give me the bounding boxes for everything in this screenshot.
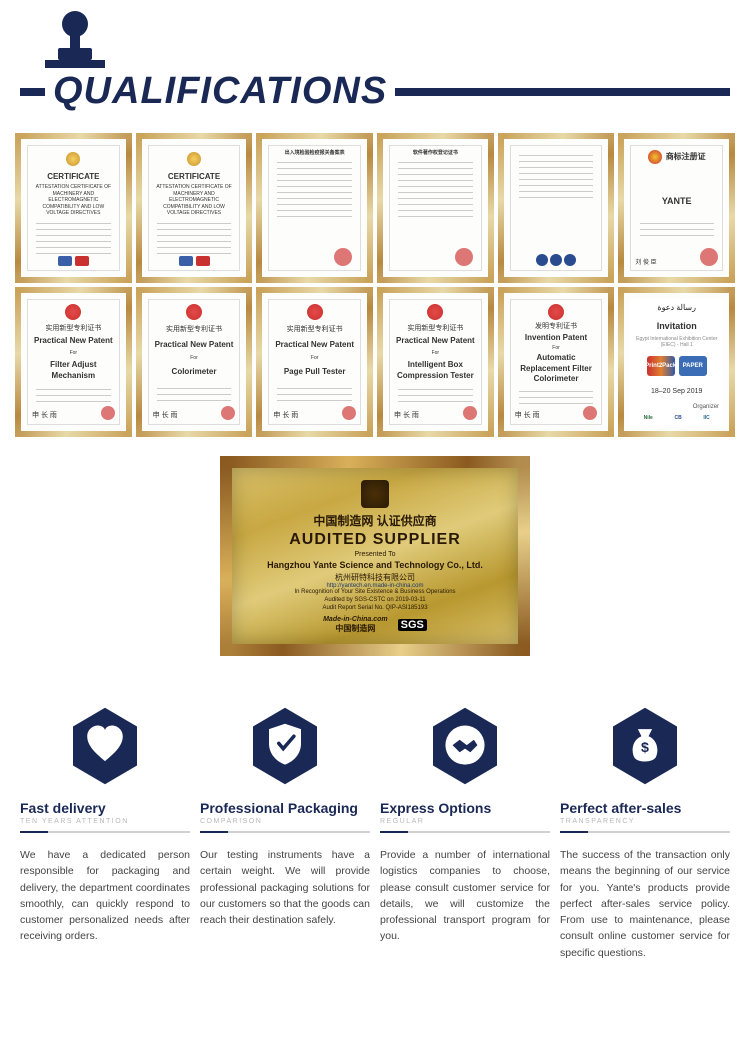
cert-row-2: 实用新型专利证书Practical New PatentForFilter Ad…	[15, 287, 735, 437]
feature-card: Express Options REGULAR Provide a number…	[380, 706, 550, 961]
plaque-cn-header: 中国制造网 认证供应商	[250, 512, 500, 529]
feature-title: Fast delivery	[20, 800, 190, 816]
moneybag-icon: $	[609, 706, 681, 786]
heart-icon	[69, 706, 141, 786]
feature-subtitle: TRANSPARENCY	[560, 818, 730, 833]
feature-card: $ Perfect after-sales TRANSPARENCY The s…	[560, 706, 730, 961]
certificate-card	[498, 133, 615, 283]
plaque-line1: In Recognition of Your Site Existence & …	[250, 589, 500, 597]
feature-subtitle: REGULAR	[380, 818, 550, 833]
feature-subtitle: TEN YEARS ATTENTION	[20, 818, 190, 833]
section-title: QUALIFICATIONS	[53, 70, 387, 113]
certificate-card: 发明专利证书Invention PatentForAutomatic Repla…	[498, 287, 615, 437]
certificate-card: 实用新型专利证书Practical New PatentForColorimet…	[136, 287, 253, 437]
section-header: QUALIFICATIONS	[0, 0, 750, 133]
feature-title: Professional Packaging	[200, 800, 370, 816]
feature-subtitle: COMPARISON	[200, 818, 370, 833]
shield-icon	[249, 706, 321, 786]
certificate-card: 软件著作权登记证书	[377, 133, 494, 283]
audited-supplier-plaque: 中国制造网 认证供应商 AUDITED SUPPLIER Presented T…	[220, 456, 530, 656]
certificate-card: رسالة دعوةInvitationEgypt International …	[618, 287, 735, 437]
plaque-emblem-icon	[361, 480, 389, 508]
title-bar-left	[20, 88, 45, 96]
plaque-presented: Presented To	[250, 551, 500, 558]
feature-card: Fast delivery TEN YEARS ATTENTION We hav…	[20, 706, 190, 961]
plaque-mic-en: Made-in-China.com	[323, 616, 388, 623]
title-bar-right	[395, 88, 730, 96]
certificates-grid: CERTIFICATEATTESTATION CERTIFICATE OF MA…	[0, 133, 750, 437]
plaque-company-en: Hangzhou Yante Science and Technology Co…	[250, 560, 500, 570]
certificate-card: 出入境检验检疫报关备案表	[256, 133, 373, 283]
feature-title: Express Options	[380, 800, 550, 816]
certificate-card: 实用新型专利证书Practical New PatentForIntellige…	[377, 287, 494, 437]
feature-desc: Our testing instruments have a certain w…	[200, 847, 370, 928]
feature-desc: The success of the transaction only mean…	[560, 847, 730, 961]
plaque-line2: Audited by SGS-CSTC on 2019-03-11	[250, 597, 500, 605]
certificate-card: 实用新型专利证书Practical New PatentForPage Pull…	[256, 287, 373, 437]
certificate-card: CERTIFICATEATTESTATION CERTIFICATE OF MA…	[136, 133, 253, 283]
features-row: Fast delivery TEN YEARS ATTENTION We hav…	[0, 681, 750, 991]
feature-desc: We have a dedicated person responsible f…	[20, 847, 190, 945]
plaque-line3: Audit Report Serial No. QIP-ASI185193	[250, 605, 500, 613]
svg-text:$: $	[641, 740, 649, 756]
feature-desc: Provide a number of international logist…	[380, 847, 550, 945]
handshake-icon	[429, 706, 501, 786]
feature-card: Professional Packaging COMPARISON Our te…	[200, 706, 370, 961]
plaque-mic-cn: 中国制造网	[323, 623, 388, 634]
stamp-icon	[40, 10, 110, 70]
plaque-wrap: 中国制造网 认证供应商 AUDITED SUPPLIER Presented T…	[0, 441, 750, 681]
certificate-card: 实用新型专利证书Practical New PatentForFilter Ad…	[15, 287, 132, 437]
plaque-bottom-row: Made-in-China.com 中国制造网 SGS	[250, 616, 500, 634]
certificate-card: CERTIFICATEATTESTATION CERTIFICATE OF MA…	[15, 133, 132, 283]
plaque-main-title: AUDITED SUPPLIER	[250, 531, 500, 549]
certificate-card: 商标注册证YANTE刘 俊 臣	[618, 133, 735, 283]
title-row: QUALIFICATIONS	[20, 70, 730, 113]
plaque-company-cn: 杭州研特科技有限公司	[250, 572, 500, 583]
feature-title: Perfect after-sales	[560, 800, 730, 816]
cert-row-1: CERTIFICATEATTESTATION CERTIFICATE OF MA…	[15, 133, 735, 283]
sgs-badge: SGS	[398, 619, 427, 631]
